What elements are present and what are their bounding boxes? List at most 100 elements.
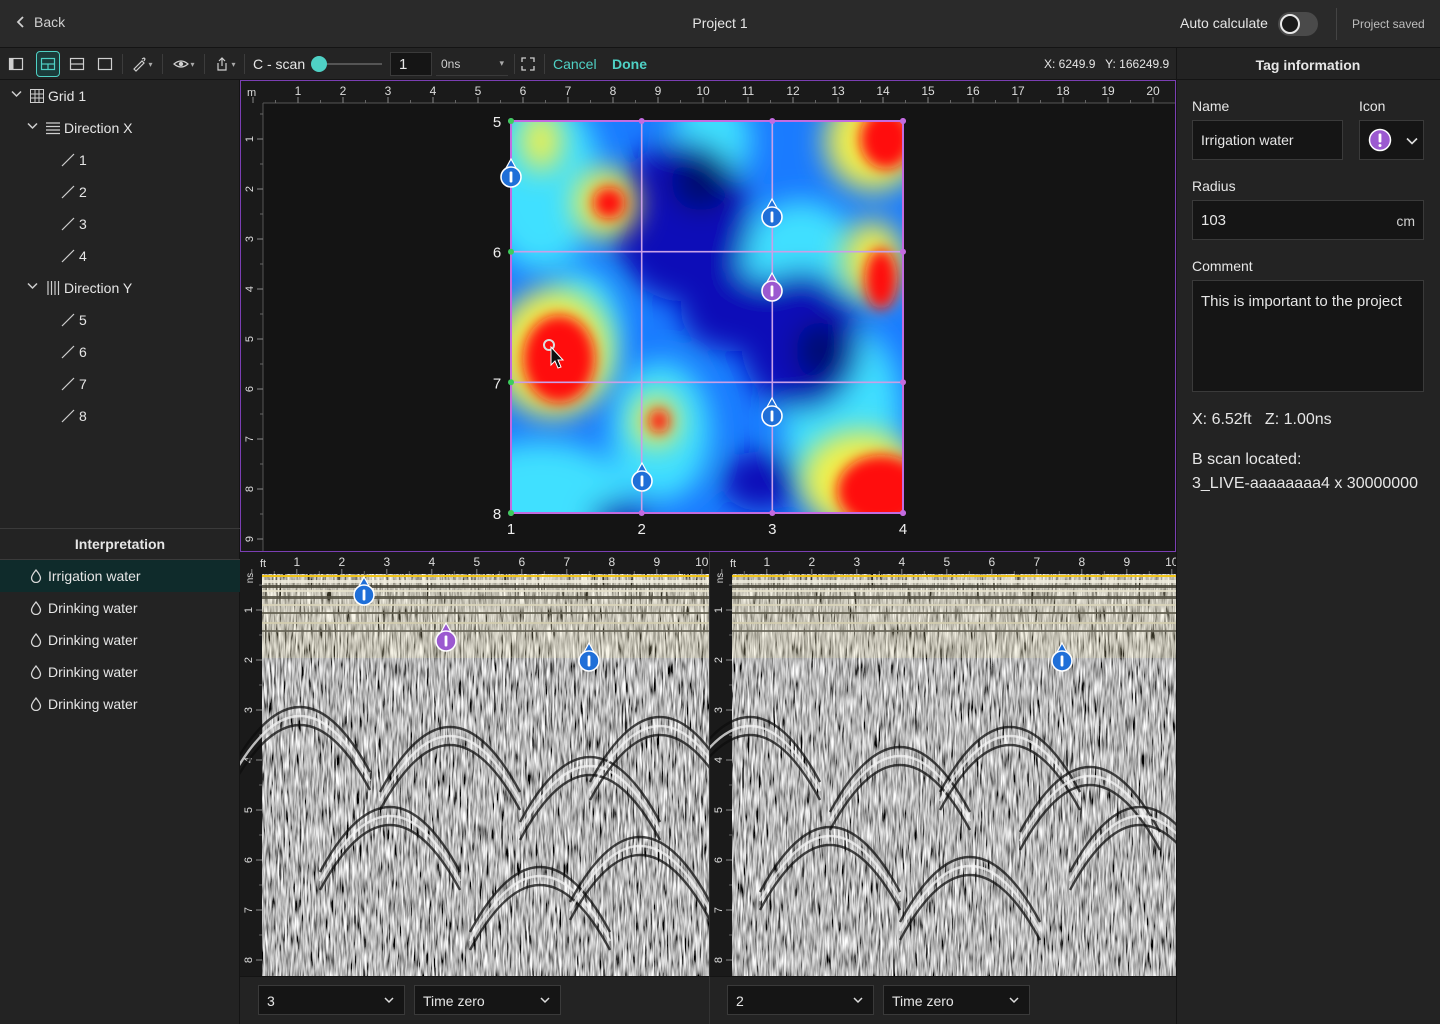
tree-item[interactable]: 1 <box>0 144 240 176</box>
comment-field[interactable]: This is important to the project <box>1192 280 1424 392</box>
tag-marker[interactable] <box>578 641 600 672</box>
time-select[interactable]: 0ns ▾ <box>436 52 508 76</box>
cscan-heatmap[interactable] <box>451 91 925 551</box>
toggle-sidebar-button[interactable] <box>6 52 26 76</box>
interpretation-item[interactable]: Irrigation water <box>0 560 240 592</box>
divider <box>162 54 163 74</box>
tree-item-label: 3 <box>79 216 87 232</box>
line-select-right[interactable]: 2 <box>727 985 874 1015</box>
ruler-label: 4 <box>244 286 256 292</box>
ruler-label: 6 <box>988 555 995 569</box>
expand-icon <box>521 57 535 71</box>
tag-marker[interactable] <box>500 157 522 188</box>
bscan-view-left[interactable]: ft ns 1 2 3 4 5 6 7 8 9 10 1 2 3 4 5 6 7 8 <box>240 552 709 976</box>
ruler-label: 8 <box>1078 555 1085 569</box>
line-icon <box>61 345 75 359</box>
radargram[interactable] <box>240 574 709 976</box>
auto-calculate-label: Auto calculate <box>1180 15 1268 31</box>
left-ruler <box>241 81 263 551</box>
name-field[interactable] <box>1192 120 1343 160</box>
time-select-value: 0ns <box>441 57 461 71</box>
tree-item[interactable]: Grid 1 <box>0 80 240 112</box>
auto-calculate-toggle[interactable] <box>1278 12 1318 36</box>
tree-item-label: Direction Y <box>64 280 133 296</box>
ruler-label: 5 <box>244 336 256 342</box>
visibility-button[interactable]: ▾ <box>170 52 198 76</box>
layout-single-button[interactable] <box>94 52 116 76</box>
fullscreen-button[interactable] <box>518 52 538 76</box>
cscan-view[interactable]: m 1 2 3 4 5 6 7 8 9 10 11 12 13 14 15 16 17 18 19 20 1 2 3 4 5 6 7 8… <box>240 80 1176 552</box>
ruler-label: 1 <box>244 136 256 142</box>
back-label: Back <box>34 14 66 30</box>
ruler-label: 9 <box>653 555 660 569</box>
layout-split-button[interactable] <box>36 51 60 77</box>
ruler-label: 17 <box>1011 84 1025 98</box>
cscan-canvas[interactable]: m 1 2 3 4 5 6 7 8 9 10 11 12 13 14 15 16 17 18 19 2012345678… <box>241 81 1175 551</box>
tag-marker[interactable] <box>761 271 783 302</box>
divider <box>1336 8 1337 40</box>
chevron-down-icon[interactable] <box>27 282 38 293</box>
tree-item[interactable]: 7 <box>0 368 240 400</box>
done-button[interactable]: Done <box>612 56 647 72</box>
tree-item[interactable]: 4 <box>0 240 240 272</box>
interpretation-item[interactable]: Drinking water <box>0 688 240 720</box>
tag-marker[interactable] <box>761 396 783 427</box>
chevron-down-icon[interactable] <box>11 90 22 101</box>
interpretation-item-label: Drinking water <box>48 664 138 680</box>
export-button[interactable]: ▾ <box>211 52 239 76</box>
mode-select-right[interactable]: Time zero <box>883 985 1030 1015</box>
tree-item-label: Grid 1 <box>48 88 87 104</box>
radargram[interactable] <box>710 574 1177 976</box>
line-select-left[interactable]: 3 <box>258 985 405 1015</box>
line-select-value: 2 <box>736 993 744 1009</box>
ruler-label: 2 <box>340 84 347 98</box>
tree-item-label: Direction X <box>64 120 133 136</box>
tag-marker[interactable] <box>1051 641 1073 672</box>
ruler-label: 8 <box>713 957 725 963</box>
tree-item[interactable]: Direction X <box>0 112 240 144</box>
layout-horizontal-button[interactable] <box>66 52 88 76</box>
tag-marker[interactable] <box>631 461 653 492</box>
radius-unit: cm <box>1396 213 1415 229</box>
sidebar <box>0 80 240 1024</box>
radius-field[interactable]: 103 cm <box>1192 200 1424 240</box>
slider-thumb[interactable] <box>311 56 327 72</box>
tree-item[interactable]: 6 <box>0 336 240 368</box>
grid-x-label: 1 <box>507 521 515 538</box>
cancel-button[interactable]: Cancel <box>553 56 597 72</box>
water-drop-icon <box>30 633 42 647</box>
ruler-label: 4 <box>713 757 725 763</box>
chevron-down-icon[interactable] <box>27 122 38 133</box>
tree-item[interactable]: 5 <box>0 304 240 336</box>
ruler-label: 6 <box>713 857 725 863</box>
ruler-label: 10 <box>695 555 709 569</box>
measure-tool-button[interactable]: ▾ <box>128 52 156 76</box>
icon-select[interactable] <box>1359 120 1424 160</box>
ruler-label: 19 <box>1101 84 1115 98</box>
tree-item[interactable]: 3 <box>0 208 240 240</box>
tag-radius-handle[interactable] <box>543 339 555 351</box>
chevron-down-icon: ▾ <box>231 59 236 69</box>
grid-x-label: 2 <box>638 521 646 538</box>
mode-select-left[interactable]: Time zero <box>414 985 561 1015</box>
slice-slider[interactable] <box>320 63 382 65</box>
interpretation-header: Interpretation <box>0 528 240 560</box>
ruler-label: 2 <box>808 555 815 569</box>
interpretation-item[interactable]: Drinking water <box>0 624 240 656</box>
back-button[interactable]: Back <box>14 14 65 30</box>
tree-item[interactable]: 2 <box>0 176 240 208</box>
ruler-label: 1 <box>243 607 255 613</box>
tag-marker[interactable] <box>761 197 783 228</box>
tree-item[interactable]: 8 <box>0 400 240 432</box>
line-icon <box>61 313 75 327</box>
interpretation-item[interactable]: Drinking water <box>0 656 240 688</box>
tag-marker[interactable] <box>353 575 375 606</box>
tree-item[interactable]: Direction Y <box>0 272 240 304</box>
tag-marker[interactable] <box>435 621 457 652</box>
bscan-view-right[interactable]: ft ns 1 2 3 4 5 6 7 8 9 10 1 2 3 4 5 6 7 8 <box>709 552 1177 976</box>
interpretation-item[interactable]: Drinking water <box>0 592 240 624</box>
ruler-label: 4 <box>428 555 435 569</box>
slice-input[interactable] <box>390 52 432 76</box>
